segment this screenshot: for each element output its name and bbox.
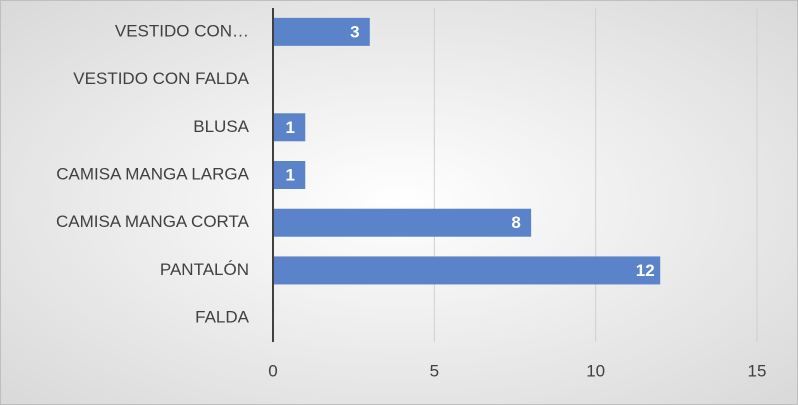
bar: [273, 208, 532, 237]
x-tick-label: 15: [748, 361, 767, 380]
value-label: 12: [636, 261, 655, 280]
bar: [273, 256, 661, 285]
y-tick-label: VESTIDO CON FALDA: [73, 69, 249, 88]
x-tick-label: 0: [268, 361, 277, 380]
x-tick-label: 10: [586, 361, 605, 380]
x-tick-label: 5: [430, 361, 439, 380]
value-label: 1: [286, 165, 295, 184]
y-tick-label: BLUSA: [193, 117, 249, 136]
y-tick-label: PANTALÓN: [160, 260, 249, 279]
bar: [273, 161, 306, 189]
bar: [273, 17, 370, 46]
y-tick-label: CAMISA MANGA CORTA: [56, 212, 250, 231]
value-label: 1: [286, 118, 295, 137]
value-label: 3: [350, 22, 359, 41]
y-tick-label: VESTIDO CON…: [115, 21, 249, 40]
bar: [273, 113, 306, 142]
value-label: 8: [511, 213, 520, 232]
y-tick-label: FALDA: [195, 308, 250, 327]
y-tick-label: CAMISA MANGA LARGA: [56, 164, 249, 183]
